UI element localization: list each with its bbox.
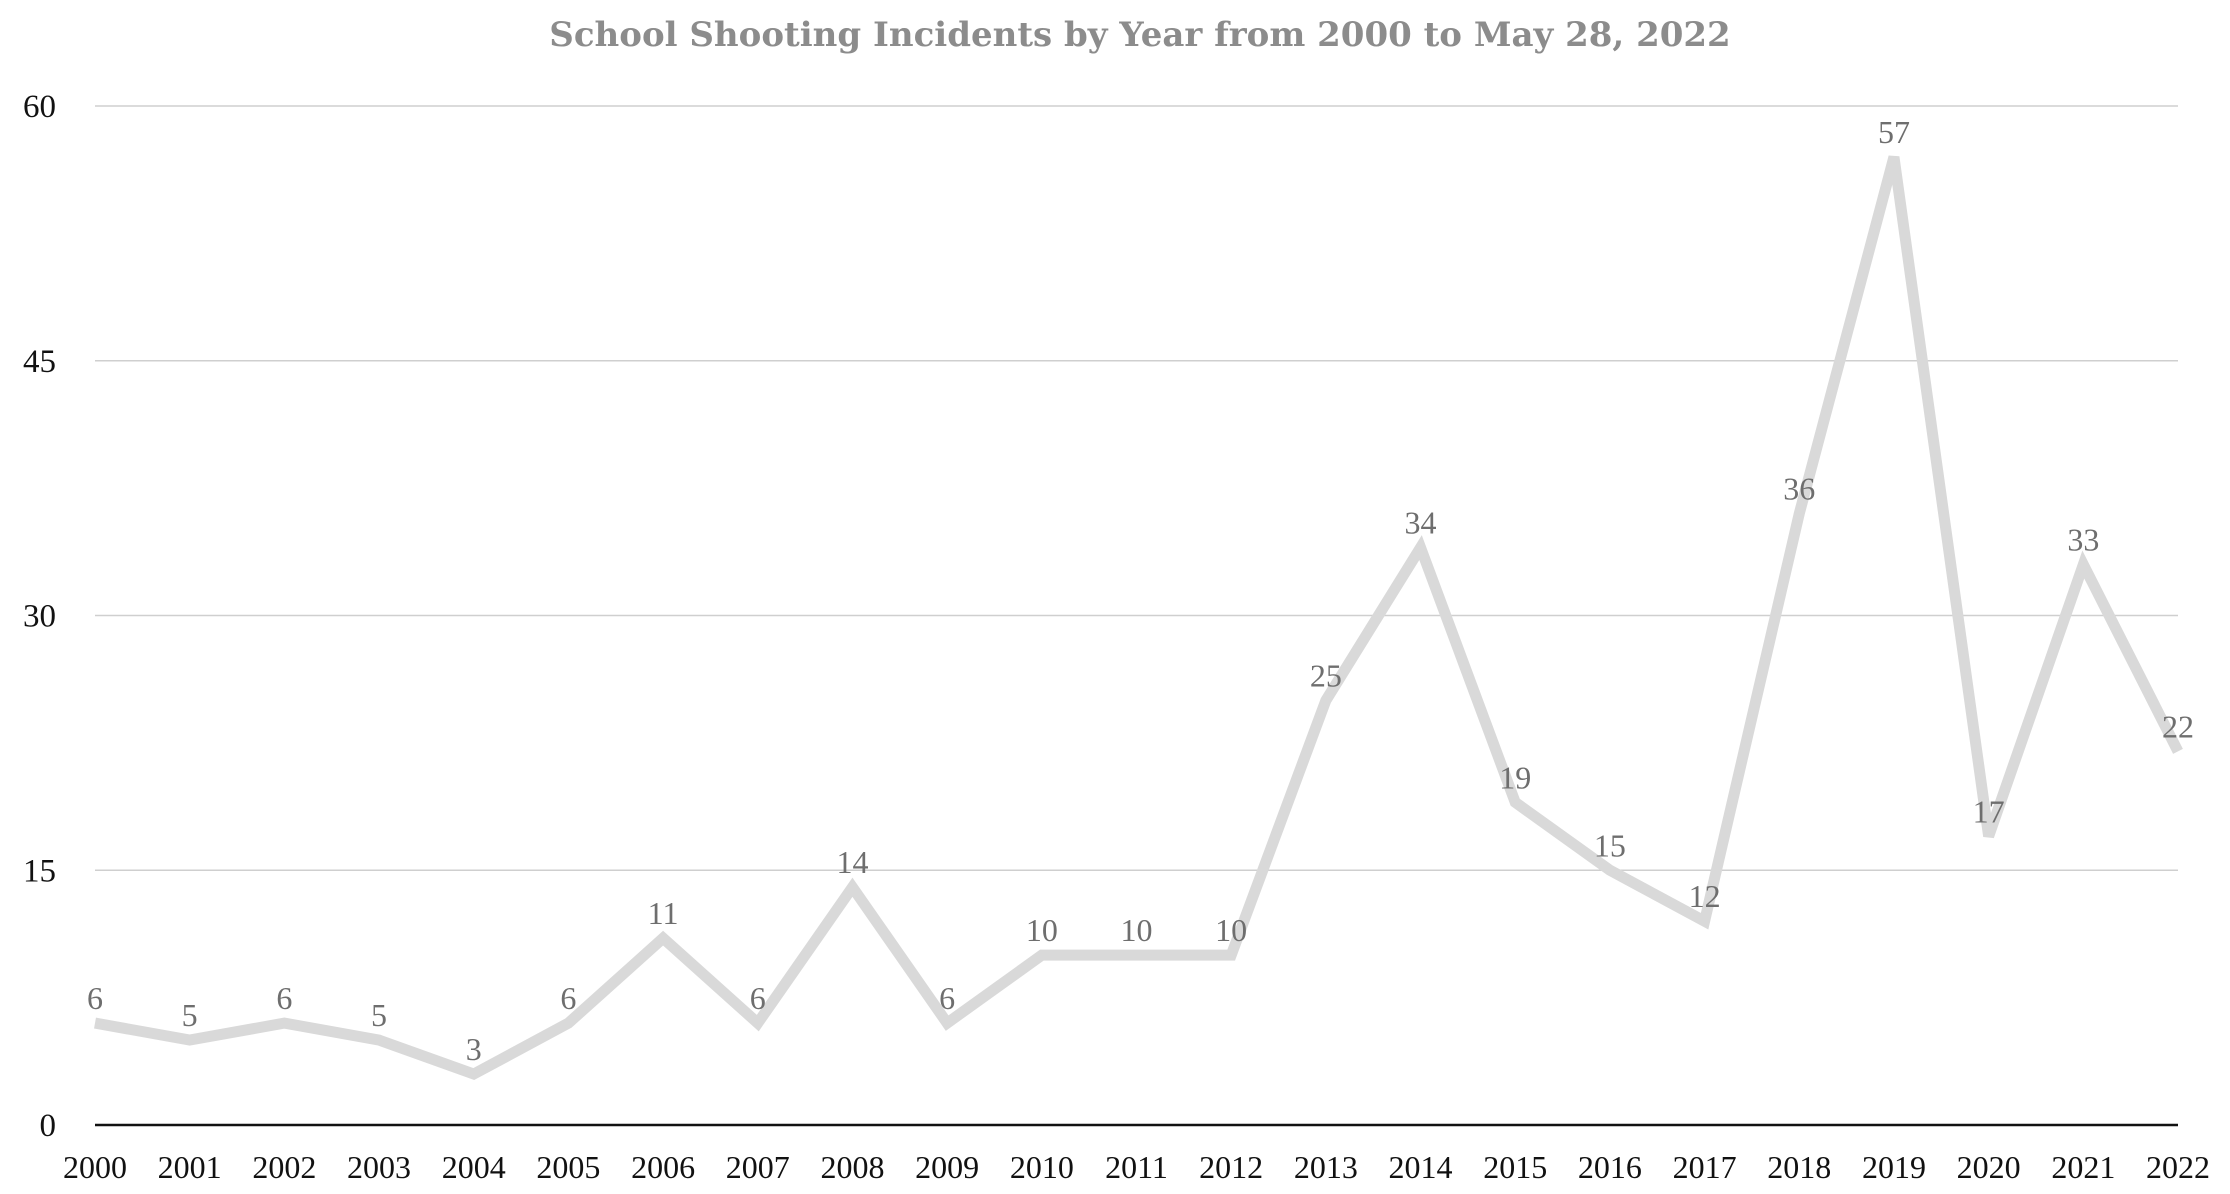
y-tick-label: 15 [23, 853, 56, 889]
data-label: 15 [1594, 827, 1626, 863]
x-tick-label: 2012 [1199, 1149, 1263, 1185]
x-tick-label: 2008 [820, 1149, 884, 1185]
x-tick-label: 2017 [1673, 1149, 1737, 1185]
x-tick-label: 2001 [158, 1149, 222, 1185]
data-label: 5 [182, 997, 198, 1033]
x-tick-label: 2021 [2051, 1149, 2115, 1185]
x-tick-label: 2004 [442, 1149, 506, 1185]
data-label: 22 [2162, 708, 2194, 744]
x-tick-label: 2011 [1105, 1149, 1168, 1185]
y-tick-label: 0 [40, 1108, 57, 1144]
x-tick-label: 2000 [63, 1149, 127, 1185]
x-tick-label: 2002 [252, 1149, 316, 1185]
data-label: 6 [87, 980, 103, 1016]
x-tick-label: 2022 [2146, 1149, 2210, 1185]
x-tick-label: 2015 [1483, 1149, 1547, 1185]
x-tick-label: 2010 [1010, 1149, 1074, 1185]
data-label: 6 [939, 980, 955, 1016]
x-tick-label: 2013 [1294, 1149, 1358, 1185]
y-tick-label: 45 [23, 344, 56, 380]
x-tick-label: 2003 [347, 1149, 411, 1185]
x-tick-label: 2005 [536, 1149, 600, 1185]
series-line [94, 155, 2183, 1081]
x-tick-label: 2019 [1862, 1149, 1926, 1185]
data-label: 12 [1689, 878, 1721, 914]
data-label: 36 [1783, 471, 1815, 507]
x-tick-label: 2007 [726, 1149, 790, 1185]
data-label: 34 [1405, 505, 1437, 541]
data-label: 33 [2067, 522, 2099, 558]
data-label: 6 [276, 980, 292, 1016]
x-axis-ticks: 2000 2001 2002 2003 2004 2005 2006 2007 2008 2009… [63, 1149, 2210, 1185]
chart-title: School Shooting Incidents by Year from 2… [549, 15, 1730, 55]
data-label: 17 [1973, 793, 2005, 829]
data-label: 10 [1026, 912, 1058, 948]
y-axis-ticks: 0 15 30 45 60 [23, 89, 56, 1144]
x-tick-label: 2020 [1957, 1149, 2021, 1185]
y-tick-label: 60 [23, 89, 56, 125]
gridlines [95, 105, 2178, 871]
data-label: 19 [1499, 759, 1531, 795]
data-label: 57 [1878, 114, 1910, 150]
y-tick-label: 30 [23, 599, 56, 635]
x-tick-label: 2006 [631, 1149, 695, 1185]
data-label: 10 [1121, 912, 1153, 948]
x-tick-label: 2009 [915, 1149, 979, 1185]
x-tick-label: 2014 [1389, 1149, 1453, 1185]
data-label: 11 [648, 895, 679, 931]
data-label: 25 [1310, 657, 1342, 693]
data-label: 3 [466, 1031, 482, 1067]
data-label: 10 [1215, 912, 1247, 948]
data-label: 14 [836, 844, 868, 880]
x-tick-label: 2016 [1578, 1149, 1642, 1185]
data-label: 5 [371, 997, 387, 1033]
data-label: 6 [560, 980, 576, 1016]
x-tick-label: 2018 [1767, 1149, 1831, 1185]
data-label: 6 [750, 980, 766, 1016]
